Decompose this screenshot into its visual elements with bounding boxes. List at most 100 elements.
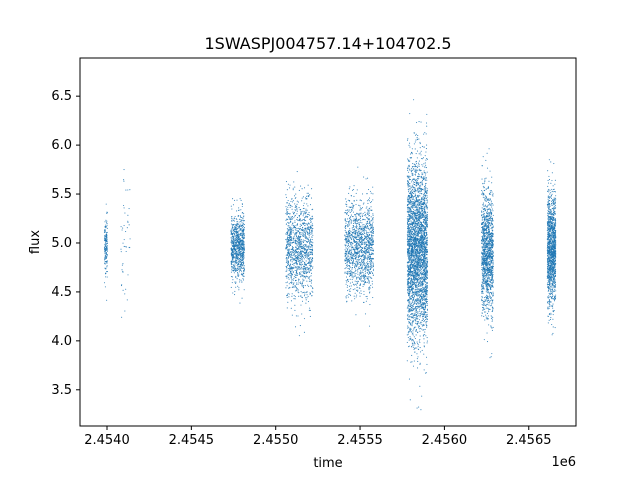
data-point: [407, 216, 409, 218]
data-point: [354, 283, 356, 285]
data-point: [238, 242, 240, 244]
data-point: [238, 271, 240, 273]
data-point: [351, 238, 353, 240]
data-point: [298, 264, 301, 266]
data-point: [360, 280, 362, 282]
data-point: [368, 287, 370, 289]
data-point: [243, 265, 245, 267]
data-point: [288, 287, 290, 289]
data-point: [406, 175, 408, 177]
data-point: [236, 233, 238, 235]
data-point: [361, 249, 364, 252]
data-point: [230, 241, 232, 243]
data-point: [310, 219, 312, 221]
data-point: [285, 239, 287, 241]
data-point: [363, 263, 365, 265]
data-point: [291, 314, 293, 316]
data-point: [364, 267, 366, 269]
data-point: [356, 241, 358, 243]
data-point: [302, 255, 304, 257]
data-point: [241, 248, 243, 250]
data-point: [414, 313, 416, 315]
data-point: [410, 204, 412, 206]
data-point: [104, 227, 106, 229]
data-point: [367, 240, 369, 242]
data-point: [231, 230, 233, 232]
data-point: [242, 258, 244, 260]
data-point: [309, 279, 311, 281]
data-point: [303, 235, 305, 238]
data-point: [241, 222, 243, 224]
data-point: [243, 273, 245, 275]
data-point: [415, 139, 417, 141]
data-point: [412, 205, 414, 207]
data-point: [288, 234, 290, 236]
data-point: [232, 224, 234, 226]
data-point: [304, 256, 307, 258]
data-point: [106, 276, 108, 278]
data-point: [295, 266, 297, 268]
data-point: [106, 220, 108, 222]
data-point: [409, 297, 411, 299]
data-point: [232, 241, 234, 243]
data-point: [105, 235, 107, 237]
data-point: [349, 275, 351, 277]
data-point: [372, 213, 374, 215]
data-point: [230, 223, 232, 225]
data-point: [372, 266, 374, 268]
data-point: [354, 222, 356, 224]
data-point: [356, 199, 358, 201]
data-point: [423, 133, 425, 135]
data-point: [233, 272, 235, 274]
data-point: [105, 257, 107, 259]
data-point: [361, 240, 363, 243]
data-point: [372, 214, 374, 216]
data-point: [345, 220, 347, 222]
data-point: [347, 235, 349, 237]
data-point: [243, 271, 245, 273]
data-point: [291, 208, 293, 210]
data-point: [306, 272, 308, 274]
data-point: [350, 255, 352, 257]
data-point: [353, 235, 355, 237]
data-point: [288, 233, 291, 235]
data-point: [372, 296, 374, 299]
data-point: [418, 295, 420, 297]
data-point: [349, 285, 351, 287]
data-point: [367, 246, 369, 249]
data-point: [359, 214, 361, 216]
data-point: [307, 184, 309, 186]
data-point: [297, 230, 300, 232]
data-point: [237, 258, 239, 260]
data-point: [297, 256, 299, 259]
data-point: [345, 267, 347, 269]
data-point: [243, 267, 245, 269]
data-point: [413, 260, 415, 262]
data-point: [346, 234, 348, 236]
data-point: [367, 226, 369, 228]
data-point: [359, 221, 361, 223]
data-point: [238, 247, 241, 249]
data-point: [351, 271, 353, 273]
data-point: [301, 300, 304, 302]
data-point: [123, 207, 125, 209]
data-point: [411, 322, 413, 324]
data-point: [232, 245, 234, 247]
data-point: [238, 221, 240, 223]
data-point: [352, 207, 354, 209]
data-point: [293, 294, 295, 297]
data-point: [285, 181, 288, 183]
data-point: [366, 200, 368, 202]
data-point: [291, 205, 293, 208]
data-point: [306, 224, 308, 226]
data-point: [288, 278, 290, 280]
data-point: [239, 259, 241, 261]
data-point: [412, 319, 414, 322]
data-point: [413, 347, 416, 349]
data-point: [349, 234, 351, 236]
data-point: [298, 280, 300, 282]
data-point: [297, 235, 300, 237]
data-point: [352, 238, 355, 240]
data-point: [371, 283, 373, 285]
data-point: [104, 247, 107, 249]
